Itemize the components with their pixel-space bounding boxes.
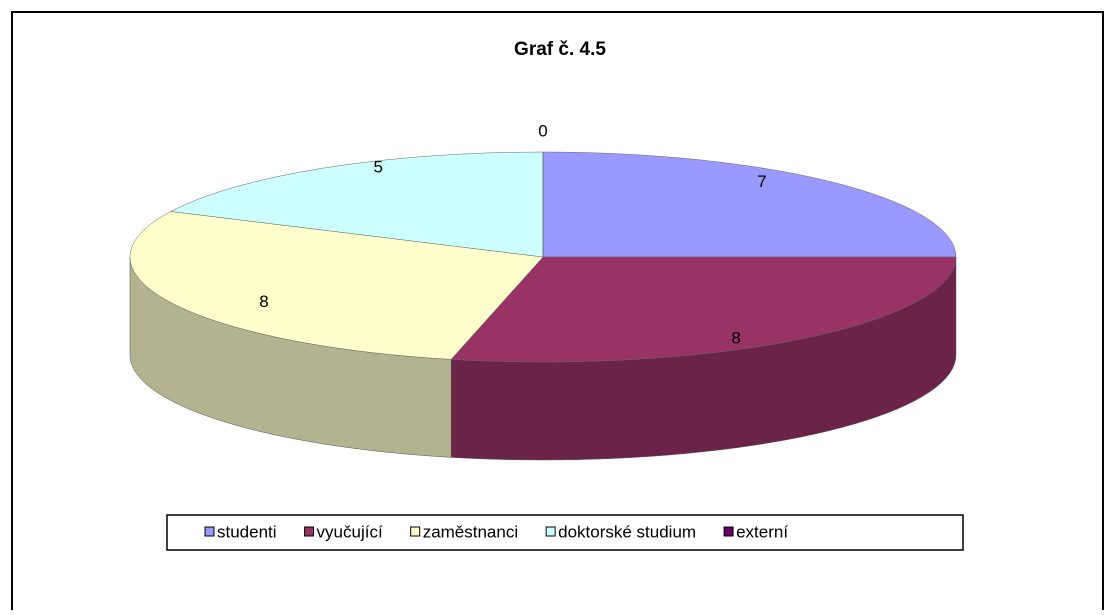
legend-swatch (204, 526, 215, 537)
data-label: 5 (373, 158, 382, 177)
data-label: 0 (538, 121, 547, 140)
legend-swatch (410, 526, 421, 537)
pie (129, 151, 957, 461)
legend-label: vyučující (317, 522, 383, 541)
slice (542, 151, 957, 258)
legend-swatch (723, 526, 734, 537)
legend-label: externí (736, 522, 788, 541)
legend-swatch (304, 526, 315, 537)
data-label: 7 (757, 172, 766, 191)
legend-label: doktorské studium (558, 522, 696, 541)
legend-swatch (545, 526, 556, 537)
data-label: 8 (259, 292, 268, 311)
slice (450, 256, 957, 363)
chart-title: Graf č. 4.5 (514, 39, 606, 60)
legend-label: zaměstnanci (423, 522, 518, 541)
slice (170, 151, 544, 258)
legend-box (166, 514, 964, 551)
data-label: 8 (731, 329, 740, 348)
legend: studenti vyučující zaměstnanci doktorské st… (204, 522, 788, 541)
legend-label: studenti (217, 522, 277, 541)
slice (129, 211, 544, 360)
